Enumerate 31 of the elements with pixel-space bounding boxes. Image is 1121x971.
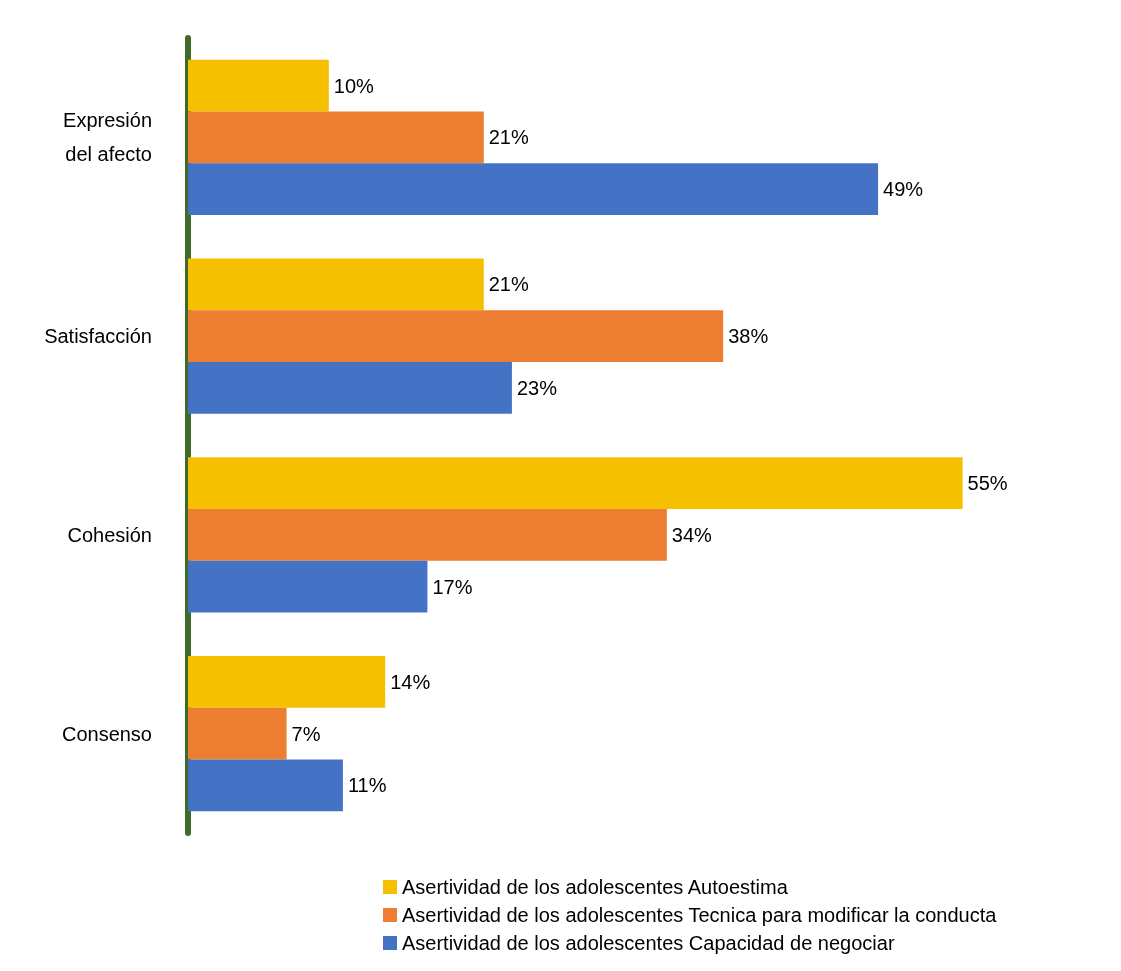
data-label: 11% <box>347 774 387 797</box>
data-label: 38% <box>728 325 769 348</box>
y-tick-label: Consenso <box>61 722 152 745</box>
bar <box>188 59 329 112</box>
bar <box>188 258 484 311</box>
data-label: 49% <box>883 178 924 201</box>
y-tick-label: Satisfacción <box>44 325 152 348</box>
legend-label: Asertividad de los adolescentes Autoestima <box>402 876 789 898</box>
bar <box>188 111 484 164</box>
legend-label: Asertividad de los adolescentes Capacidad de negociar <box>402 932 895 954</box>
data-label: 14% <box>390 670 431 693</box>
y-tick-label: Expresión del afecto <box>63 109 152 166</box>
bar <box>188 759 343 812</box>
data-label: 7% <box>291 722 321 745</box>
bar <box>188 163 879 215</box>
bar <box>188 560 428 613</box>
data-label: 23% <box>516 376 558 399</box>
bar <box>188 707 287 760</box>
bar <box>188 656 386 708</box>
data-label: 21% <box>488 126 529 149</box>
data-label: 55% <box>967 472 1008 495</box>
bar <box>188 310 724 362</box>
bar <box>188 509 667 561</box>
legend-label: Asertividad de los adolescentes Tecnica para modificar la conducta <box>402 904 998 926</box>
data-label: 10% <box>333 74 375 97</box>
y-tick-label: Cohesión <box>67 523 152 546</box>
data-label: 21% <box>488 273 529 296</box>
data-label: 34% <box>671 523 713 546</box>
bar <box>188 361 512 414</box>
data-label: 17% <box>432 575 473 598</box>
bar <box>188 457 963 510</box>
